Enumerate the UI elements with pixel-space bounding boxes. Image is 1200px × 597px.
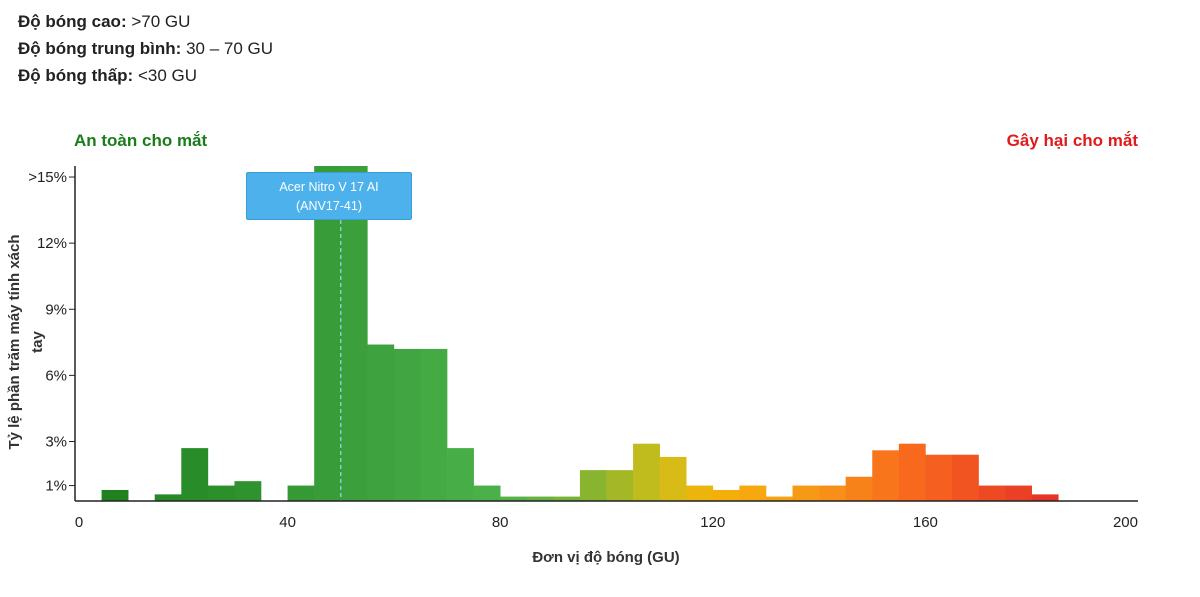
histogram-bar-28 <box>898 443 926 501</box>
histogram-bar-25 <box>819 485 846 501</box>
histogram-bar-26 <box>845 476 873 501</box>
histogram-bar-19 <box>659 456 687 501</box>
y-axis-ticks: 1% 3% 6% 9% 12% >15% <box>28 169 75 495</box>
histogram-bar-22 <box>739 485 767 501</box>
y-axis-title-continued: tay <box>29 331 46 353</box>
histogram-bar-30 <box>951 454 979 501</box>
histogram-bar-24 <box>792 485 820 501</box>
x-tick-label-0: 0 <box>75 514 83 531</box>
y-tick-label-3: 9% <box>45 301 67 318</box>
tooltip-product-name: Acer Nitro V 17 AI <box>279 180 379 194</box>
histogram-bar-13 <box>500 496 528 501</box>
histogram-bar-8 <box>367 344 395 501</box>
y-axis-title: Tỷ lệ phần trăm máy tính xách <box>6 234 23 449</box>
x-axis-ticks: 0 40 80 120 160 200 <box>75 514 1138 531</box>
y-tick-label-2: 6% <box>45 367 67 384</box>
histogram-bar-7 <box>340 166 368 501</box>
x-tick-label-2: 80 <box>492 514 509 531</box>
y-tick-label-4: 12% <box>37 235 67 252</box>
harmful-for-eyes-label: Gây hại cho mắt <box>1006 131 1138 150</box>
y-tick-label-5: >15% <box>28 169 67 186</box>
histogram-bar-12 <box>473 485 501 501</box>
legend-low-gloss: Độ bóng thấp: <30 GU <box>18 66 197 85</box>
x-tick-label-3: 120 <box>700 514 725 531</box>
histogram-bar-16 <box>579 470 607 501</box>
histogram-bar-2 <box>181 448 209 501</box>
histogram-bar-6 <box>314 166 342 501</box>
histogram-bar-11 <box>447 448 474 501</box>
histogram-bar-27 <box>872 450 900 501</box>
x-tick-label-1: 40 <box>279 514 296 531</box>
tooltip-product-model: (ANV17-41) <box>296 199 362 213</box>
histogram-bar-17 <box>606 470 634 501</box>
histogram-bar-3 <box>207 485 235 501</box>
histogram-bar-1 <box>154 494 182 501</box>
safe-for-eyes-label: An toàn cho mắt <box>74 131 208 150</box>
histogram-bar-10 <box>420 348 448 501</box>
histogram-bar-9 <box>393 348 421 501</box>
histogram-bar-21 <box>712 489 740 501</box>
histogram-bar-18 <box>633 443 660 501</box>
legend-medium-gloss: Độ bóng trung bình: 30 – 70 GU <box>18 39 274 58</box>
histogram-bars <box>101 166 1059 501</box>
y-tick-label-1: 3% <box>45 433 67 450</box>
product-tooltip: Acer Nitro V 17 AI (ANV17-41) <box>246 172 412 220</box>
histogram-bar-14 <box>526 496 554 501</box>
histogram-bar-15 <box>553 496 581 501</box>
histogram-bar-33 <box>1031 494 1059 501</box>
histogram-bar-4 <box>234 481 262 501</box>
x-tick-label-5: 200 <box>1113 514 1138 531</box>
histogram-bar-32 <box>1005 485 1033 501</box>
histogram-bar-31 <box>978 485 1006 501</box>
histogram-bar-20 <box>686 485 714 501</box>
histogram-bar-29 <box>925 454 953 501</box>
histogram-bar-0 <box>101 489 129 501</box>
histogram-bar-23 <box>765 496 793 501</box>
y-tick-label-0: 1% <box>45 478 67 495</box>
legend-high-gloss: Độ bóng cao: >70 GU <box>18 12 191 31</box>
histogram-bar-5 <box>287 485 315 501</box>
x-axis-title: Đơn vị độ bóng (GU) <box>532 549 679 566</box>
x-tick-label-4: 160 <box>913 514 938 531</box>
